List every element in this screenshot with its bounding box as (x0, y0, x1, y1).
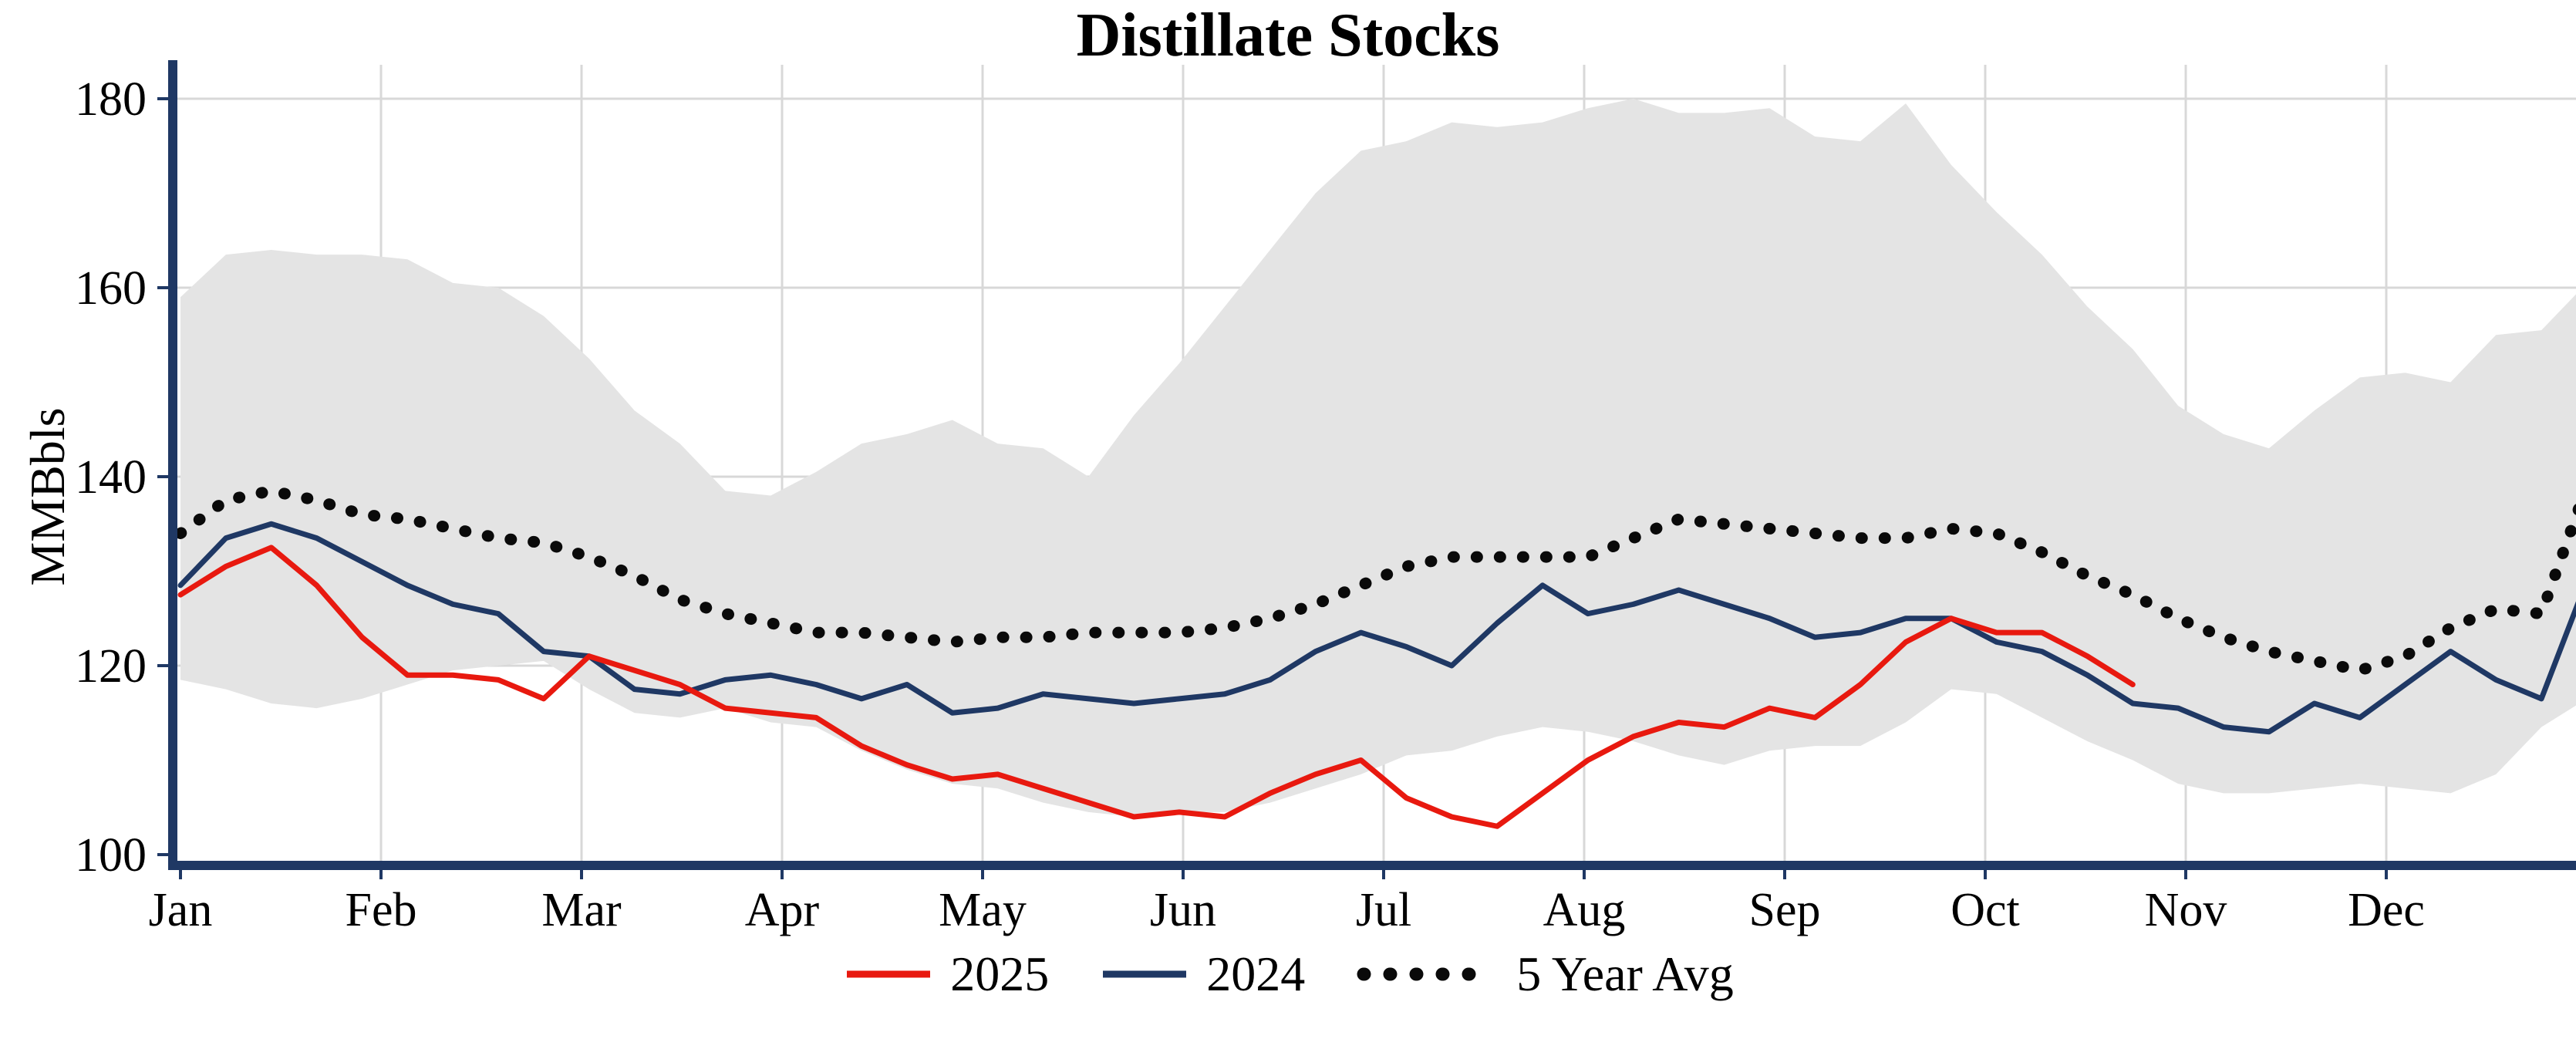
legend-label-5-year-avg: 5 Year Avg (1516, 946, 1734, 1001)
y-tick-label-120: 120 (75, 640, 147, 693)
x-tick-label-mar: Mar (541, 884, 622, 936)
x-tick-label-feb: Feb (346, 884, 417, 936)
series-line-2024 (177, 521, 2576, 735)
legend-item-5-year-avg: 5 Year Avg (1354, 946, 1734, 1003)
x-tick-label-oct: Oct (1951, 884, 2020, 936)
x-tick-label-apr: Apr (745, 884, 820, 936)
x-tick-label-jul: Jul (1356, 884, 1411, 936)
series-line-5-year-avg (174, 484, 2576, 676)
legend-line-2025-icon (847, 970, 931, 978)
y-tick-label-160: 160 (75, 262, 147, 315)
x-tick-label-jun: Jun (1150, 884, 1216, 936)
x-tick-label-dec: Dec (2348, 884, 2425, 936)
legend-item-2025: 2025 (842, 946, 1049, 1003)
x-tick-label-nov: Nov (2145, 884, 2227, 936)
legend-item-2024: 2024 (1098, 946, 1305, 1003)
chart-legend: 2025 2024 5 Year Avg (0, 946, 2576, 1003)
y-tick-label-140: 140 (75, 451, 147, 504)
legend-line-2024-icon (1103, 970, 1187, 978)
y-tick-label-100: 100 (75, 829, 147, 882)
x-tick-label-aug: Aug (1543, 884, 1626, 936)
five-year-range-band (180, 99, 2576, 817)
series-line-2025 (177, 545, 2136, 829)
y-tick-label-180: 180 (75, 73, 147, 126)
x-tick-label-may: May (939, 884, 1027, 936)
legend-label-2025: 2025 (950, 946, 1050, 1001)
chart-title: Distillate Stocks (1076, 2, 1500, 69)
legend-label-2024: 2024 (1206, 946, 1306, 1001)
x-tick-label-jan: Jan (149, 884, 213, 936)
legend-line-5-year-avg-icon (1357, 967, 1500, 981)
x-tick-label-sep: Sep (1749, 884, 1821, 936)
